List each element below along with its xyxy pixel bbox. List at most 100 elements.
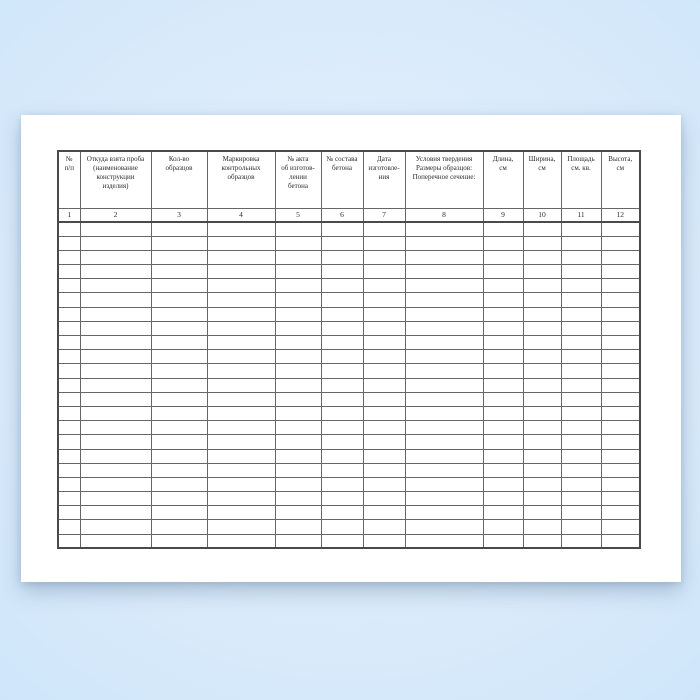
column-header: № состава бетона — [320, 150, 364, 209]
empty-cell — [79, 377, 152, 393]
empty-cell — [404, 405, 484, 422]
table-row — [57, 391, 641, 407]
empty-cell — [150, 420, 208, 436]
empty-cell — [206, 420, 276, 436]
empty-cell — [206, 363, 276, 379]
empty-cell — [57, 292, 81, 308]
empty-cell — [482, 264, 524, 280]
empty-cell — [362, 249, 406, 266]
empty-cell — [522, 462, 562, 478]
empty-cell — [206, 434, 276, 450]
empty-cell — [362, 221, 406, 237]
table-row — [57, 363, 641, 379]
empty-cell — [320, 278, 364, 294]
empty-cell — [482, 405, 524, 422]
empty-cell — [404, 320, 484, 337]
empty-cell — [274, 264, 322, 280]
empty-cell — [320, 476, 364, 493]
table-row — [57, 235, 641, 251]
column-header: № п/п — [57, 150, 81, 209]
empty-cell — [404, 306, 484, 322]
empty-cell — [404, 533, 484, 549]
empty-cell — [600, 505, 641, 521]
empty-cell — [150, 334, 208, 351]
empty-cell — [274, 334, 322, 351]
empty-cell — [522, 249, 562, 266]
empty-cell — [362, 420, 406, 436]
empty-cell — [522, 476, 562, 493]
empty-cell — [320, 306, 364, 322]
empty-cell — [79, 491, 152, 507]
empty-cell — [362, 476, 406, 493]
empty-cell — [522, 491, 562, 507]
empty-cell — [560, 462, 602, 478]
empty-cell — [320, 462, 364, 478]
empty-cell — [560, 391, 602, 407]
empty-cell — [600, 249, 641, 266]
empty-cell — [522, 434, 562, 450]
empty-cell — [600, 235, 641, 251]
empty-cell — [560, 306, 602, 322]
column-header: Площадь см. кв. — [560, 150, 602, 209]
empty-cell — [600, 405, 641, 422]
empty-cell — [600, 221, 641, 237]
empty-cell — [522, 306, 562, 322]
empty-cell — [600, 264, 641, 280]
empty-cell — [57, 519, 81, 535]
empty-cell — [79, 349, 152, 365]
empty-cell — [79, 363, 152, 379]
empty-cell — [522, 391, 562, 407]
empty-cell — [206, 249, 276, 266]
empty-cell — [150, 320, 208, 337]
empty-cell — [482, 221, 524, 237]
empty-cell — [320, 533, 364, 549]
empty-cell — [482, 462, 524, 478]
empty-cell — [482, 420, 524, 436]
empty-cell — [522, 320, 562, 337]
empty-cell — [404, 505, 484, 521]
empty-cell — [404, 491, 484, 507]
empty-cell — [404, 249, 484, 266]
empty-cell — [320, 349, 364, 365]
empty-cell — [57, 448, 81, 464]
empty-cell — [560, 292, 602, 308]
empty-cell — [362, 491, 406, 507]
empty-cell — [404, 235, 484, 251]
empty-cell — [522, 349, 562, 365]
empty-cell — [150, 377, 208, 393]
empty-cell — [79, 306, 152, 322]
empty-cell — [320, 235, 364, 251]
empty-cell — [150, 349, 208, 365]
empty-cell — [522, 334, 562, 351]
table-row — [57, 377, 641, 393]
empty-cell — [600, 434, 641, 450]
empty-cell — [600, 278, 641, 294]
table-body — [57, 221, 641, 549]
empty-cell — [560, 405, 602, 422]
empty-cell — [150, 264, 208, 280]
empty-cell — [206, 377, 276, 393]
empty-cell — [482, 533, 524, 549]
empty-cell — [482, 306, 524, 322]
empty-cell — [57, 491, 81, 507]
empty-cell — [206, 405, 276, 422]
column-number-cell: 6 — [320, 207, 364, 223]
table-row — [57, 505, 641, 521]
empty-cell — [57, 405, 81, 422]
empty-cell — [522, 505, 562, 521]
empty-cell — [320, 334, 364, 351]
empty-cell — [560, 476, 602, 493]
empty-cell — [320, 491, 364, 507]
empty-cell — [150, 434, 208, 450]
empty-cell — [600, 476, 641, 493]
empty-cell — [206, 334, 276, 351]
table-row — [57, 491, 641, 507]
empty-cell — [206, 306, 276, 322]
empty-cell — [206, 519, 276, 535]
empty-cell — [274, 221, 322, 237]
empty-cell — [274, 377, 322, 393]
empty-cell — [274, 462, 322, 478]
empty-cell — [274, 505, 322, 521]
empty-cell — [560, 320, 602, 337]
